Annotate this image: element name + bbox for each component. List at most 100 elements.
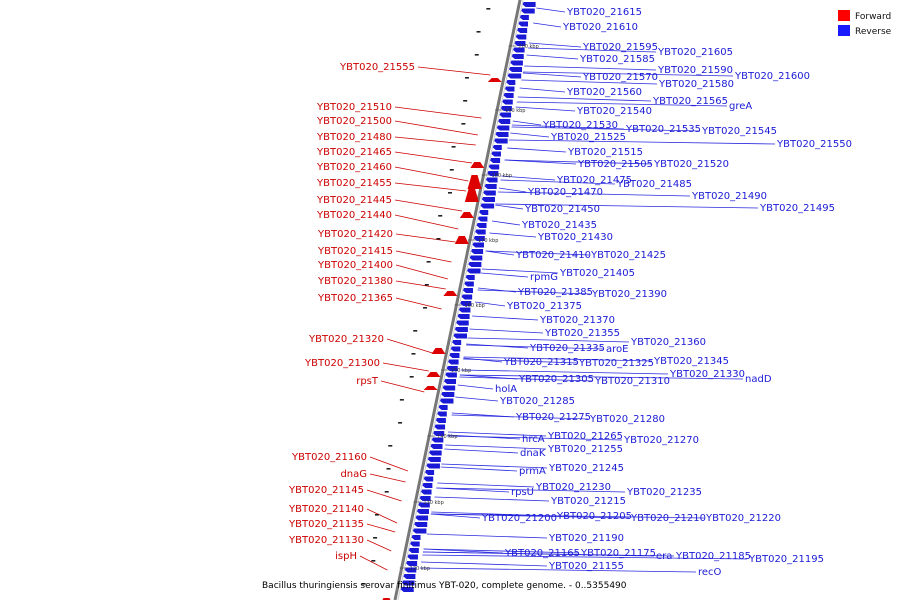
leader-line-reverse [447,431,547,437]
leader-line-reverse [501,175,556,181]
reverse-gene-feature [422,483,433,488]
forward-gene-feature [470,162,485,168]
forward-gene-label: YBT020_21415 [317,246,393,257]
leader-line-reverse [504,159,653,165]
leader-line-reverse [463,356,653,362]
forward-gene-label: YBT020_21480 [316,132,392,143]
reverse-gene-label: YBT020_21425 [590,250,666,261]
reverse-gene-feature [449,353,460,358]
reverse-gene-label: YBT020_21580 [658,79,734,90]
reverse-gene-feature [450,346,461,352]
leader-line-reverse [459,374,744,380]
reverse-gene-feature [511,54,524,59]
reverse-gene-label: YBT020_21305 [518,374,594,385]
small-feature-mark [371,560,376,562]
forward-gene-feature [464,188,479,202]
reverse-gene-feature [421,489,432,495]
reverse-gene-label: YBT020_21175 [580,548,656,559]
reverse-gene-feature [456,320,469,326]
reverse-gene-label: YBT020_21265 [547,431,623,442]
reverse-gene-feature [448,359,459,365]
reverse-gene-feature [426,463,440,469]
leader-line-forward [366,489,402,502]
reverse-gene-label: YBT020_21385 [517,287,593,298]
reverse-gene-feature [469,255,483,261]
reverse-gene-label: YBT020_21375 [506,301,582,312]
leader-line-forward [380,380,425,393]
reverse-gene-feature [412,528,427,534]
reverse-gene-feature [444,379,457,384]
reverse-gene-feature [471,249,484,254]
reverse-gene-feature [460,301,472,306]
reverse-gene-label: YBT020_21345 [653,356,729,367]
legend-swatch-forward [838,10,850,21]
reverse-gene-feature [515,34,527,40]
leader-line-reverse [495,203,759,209]
forward-gene-label: YBT020_21130 [288,535,364,546]
small-feature-mark [399,399,404,401]
reverse-gene-feature [475,229,486,235]
reverse-gene-feature [484,184,497,189]
reverse-gene-feature [473,236,485,241]
reverse-gene-label: YBT020_21210 [630,513,706,524]
reverse-gene-label: YBT020_21600 [734,71,810,82]
reverse-gene-feature [419,496,431,501]
forward-gene-label: YBT020_21320 [308,334,384,345]
reverse-gene-label: YBT020_21615 [566,7,642,18]
leader-line-reverse [515,106,576,112]
forward-gene-feature [426,372,441,377]
reverse-gene-feature [461,294,473,300]
forward-gene-label: YBT020_21300 [304,358,380,369]
reverse-gene-feature [463,288,473,293]
small-feature-mark [486,8,491,10]
small-feature-mark [474,54,479,56]
reverse-gene-label: YBT020_21525 [550,132,626,143]
small-feature-mark [449,169,454,171]
leader-line-reverse [485,250,590,256]
legend-label-forward: Forward [855,12,891,22]
reverse-gene-label: rpsU [511,487,534,498]
reverse-gene-feature [435,418,446,423]
reverse-gene-feature [404,567,417,573]
reverse-gene-feature [445,372,457,378]
reverse-gene-feature [430,444,443,449]
reverse-gene-label: YBT020_21495 [759,203,835,214]
reverse-gene-feature [496,125,510,131]
reverse-gene-feature [503,93,514,98]
forward-gene-label: YBT020_21400 [317,260,393,271]
forward-gene-feature [431,348,446,354]
legend-label-reverse: Reverse [855,27,892,37]
leader-line-reverse [507,147,567,153]
leader-line-reverse [522,71,734,77]
leader-line-forward [386,338,433,354]
small-feature-mark [438,215,443,217]
reverse-gene-feature [410,541,420,547]
small-feature-mark [463,100,468,102]
reverse-gene-label: YBT020_21220 [705,513,781,524]
reverse-gene-label: prmA [519,466,546,477]
reverse-gene-label: YBT020_21520 [653,159,729,170]
reverse-gene-feature [416,509,429,514]
reverse-gene-label: YBT020_21530 [542,120,618,131]
reverse-gene-label: dnaK [520,448,546,459]
small-feature-mark [373,537,378,539]
leader-line-forward [395,297,442,310]
small-feature-mark [426,261,431,263]
reverse-gene-label: YBT020_21330 [669,369,745,380]
reverse-gene-label: YBT020_21235 [626,487,702,498]
reverse-gene-feature [403,574,416,579]
kbp-tick-label: 180 kbp [492,173,512,179]
reverse-gene-label: YBT020_21270 [623,435,699,446]
reverse-gene-feature [487,171,499,176]
reverse-gene-label: YBT020_21245 [548,463,624,474]
small-feature-mark [384,491,389,493]
reverse-gene-feature [457,314,470,319]
leader-line-reverse [529,42,582,48]
legend-swatch-reverse [838,25,850,36]
reverse-gene-feature [504,86,515,92]
reverse-gene-label: YBT020_21205 [556,511,632,522]
reverse-gene-feature [464,281,474,287]
reverse-gene-label: YBT020_21585 [579,54,655,65]
reverse-gene-feature [518,21,529,27]
forward-features [361,8,502,600]
